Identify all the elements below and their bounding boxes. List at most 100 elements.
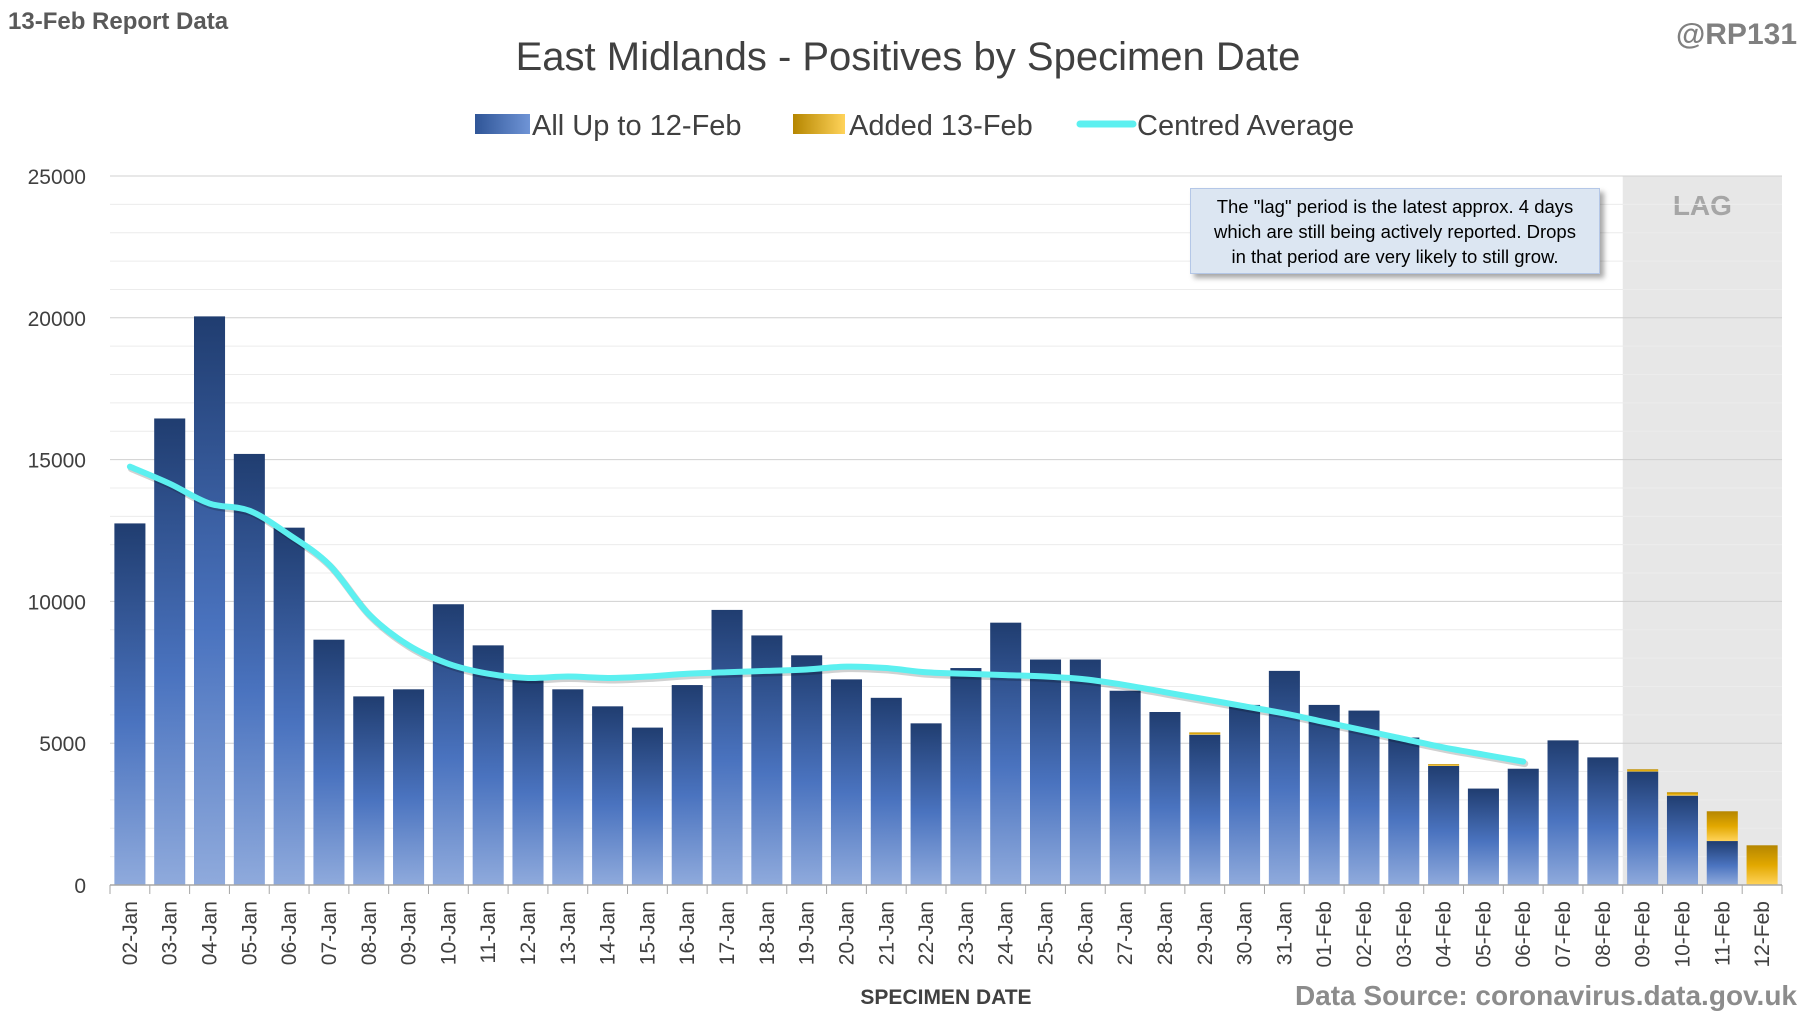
y-tick-label: 10000 [28, 591, 86, 614]
bar-all-up-to-12feb [472, 645, 504, 885]
x-tick-label: 18-Jan [756, 901, 779, 965]
legend-label: All Up to 12-Feb [532, 110, 742, 142]
bar-all-up-to-12feb [990, 622, 1022, 885]
x-tick-label: 12-Feb [1751, 901, 1774, 968]
bar-all-up-to-12feb [1229, 704, 1261, 885]
bar-all-up-to-12feb [1467, 788, 1499, 885]
lag-note-box: The "lag" period is the latest approx. 4… [1190, 188, 1600, 274]
lag-note-line: which are still being actively reported.… [1214, 221, 1576, 242]
bar-all-up-to-12feb [1308, 704, 1340, 885]
lag-note-line: in that period are very likely to still … [1231, 246, 1559, 267]
bar-all-up-to-12feb [830, 679, 863, 885]
x-tick-label: 28-Jan [1154, 901, 1177, 965]
y-tick-label: 5000 [39, 733, 86, 756]
x-tick-label: 04-Jan [199, 901, 222, 965]
bar-all-up-to-12feb [1109, 690, 1141, 885]
bar-all-up-to-12feb [552, 689, 584, 885]
y-tick-label: 15000 [28, 450, 86, 473]
x-tick-label: 03-Feb [1393, 901, 1416, 968]
x-tick-label: 20-Jan [835, 901, 858, 965]
x-tick-label: 29-Jan [1194, 901, 1217, 965]
x-tick-label: 16-Jan [676, 901, 699, 965]
x-tick-label: 09-Jan [398, 901, 421, 965]
lag-label: LAG [1673, 190, 1732, 221]
bar-all-up-to-12feb [114, 523, 146, 885]
bar-all-up-to-12feb [193, 316, 226, 886]
x-tick-label: 08-Feb [1592, 901, 1615, 968]
x-tick-label: 11-Jan [477, 901, 500, 964]
bar-added-13feb [1627, 769, 1659, 772]
x-tick-label: 30-Jan [1234, 901, 1257, 965]
x-tick-label: 07-Jan [318, 901, 341, 965]
bar-all-up-to-12feb [592, 706, 624, 885]
x-tick-label: 01-Feb [1313, 901, 1336, 968]
bar-all-up-to-12feb [1388, 737, 1420, 885]
lag-note-line: The "lag" period is the latest approx. 4… [1216, 196, 1574, 217]
bar-all-up-to-12feb [751, 635, 783, 885]
centred-average-line [126, 463, 1527, 765]
x-tick-label: 19-Jan [796, 901, 819, 965]
bar-all-up-to-12feb [1348, 710, 1380, 885]
bar-added-13feb [1189, 732, 1221, 735]
x-tick-label: 13-Jan [557, 901, 580, 965]
bar-all-up-to-12feb [393, 689, 425, 885]
x-tick-label: 27-Jan [1114, 901, 1137, 965]
x-tick-label: 10-Jan [437, 901, 460, 965]
bar-all-up-to-12feb [432, 604, 464, 885]
author-handle: @RP131 [1676, 18, 1797, 51]
x-tick-label: 06-Feb [1512, 901, 1535, 968]
x-tick-label: 06-Jan [278, 901, 301, 965]
chart-title: East Midlands - Positives by Specimen Da… [516, 35, 1301, 79]
bar-all-up-to-12feb [1547, 740, 1579, 885]
bar-all-up-to-12feb [154, 418, 186, 885]
bar-all-up-to-12feb [512, 679, 544, 885]
x-tick-label: 04-Feb [1433, 901, 1456, 968]
legend-swatch-all-up-to-12feb [475, 114, 530, 134]
bar-all-up-to-12feb [1069, 659, 1101, 885]
legend-swatch-added-13feb [793, 114, 845, 134]
bar-all-up-to-12feb [273, 527, 305, 885]
bar-all-up-to-12feb [1428, 765, 1460, 885]
bar-all-up-to-12feb [711, 609, 743, 885]
x-tick-label: 22-Jan [915, 901, 938, 965]
x-tick-label: 23-Jan [955, 901, 978, 965]
x-axis-title: SPECIMEN DATE [860, 986, 1031, 1009]
bar-all-up-to-12feb [950, 668, 982, 885]
x-tick-label: 25-Jan [1035, 901, 1058, 965]
y-tick-label: 20000 [28, 308, 86, 331]
bar-added-13feb [1706, 811, 1738, 842]
bar-all-up-to-12feb [1149, 712, 1181, 885]
bar-all-up-to-12feb [1666, 795, 1699, 885]
y-tick-label: 0 [74, 875, 86, 898]
x-tick-label: 24-Jan [995, 901, 1018, 965]
bar-all-up-to-12feb [1706, 841, 1738, 885]
legend-label: Added 13-Feb [849, 110, 1033, 142]
bar-all-up-to-12feb [1587, 757, 1619, 885]
bar-added-13feb [1666, 792, 1699, 796]
x-tick-label: 07-Feb [1552, 901, 1575, 968]
bar-added-13feb [1428, 764, 1460, 766]
report-label: 13-Feb Report Data [8, 8, 229, 35]
bar-all-up-to-12feb [1507, 768, 1539, 885]
x-tick-label: 02-Feb [1353, 901, 1376, 968]
bar-all-up-to-12feb [1627, 771, 1659, 885]
bar-all-up-to-12feb [233, 453, 265, 885]
bar-all-up-to-12feb [353, 696, 385, 885]
x-tick-label: 05-Jan [238, 901, 261, 965]
data-source-label: Data Source: coronavirus.data.gov.uk [1294, 980, 1797, 1011]
x-tick-label: 14-Jan [597, 901, 620, 965]
x-tick-label: 26-Jan [1074, 901, 1097, 965]
bar-all-up-to-12feb [1189, 734, 1221, 885]
x-tick-label: 31-Jan [1273, 901, 1296, 965]
x-tick-label: 05-Feb [1472, 901, 1495, 968]
x-tick-label: 09-Feb [1632, 901, 1655, 968]
bar-all-up-to-12feb [910, 723, 942, 885]
x-tick-label: 21-Jan [875, 901, 898, 965]
bar-all-up-to-12feb [1029, 659, 1062, 885]
y-tick-label: 25000 [28, 166, 86, 189]
x-tick-label: 15-Jan [636, 901, 659, 965]
lag-region [1622, 176, 1782, 885]
x-tick-label: 03-Jan [159, 901, 182, 965]
